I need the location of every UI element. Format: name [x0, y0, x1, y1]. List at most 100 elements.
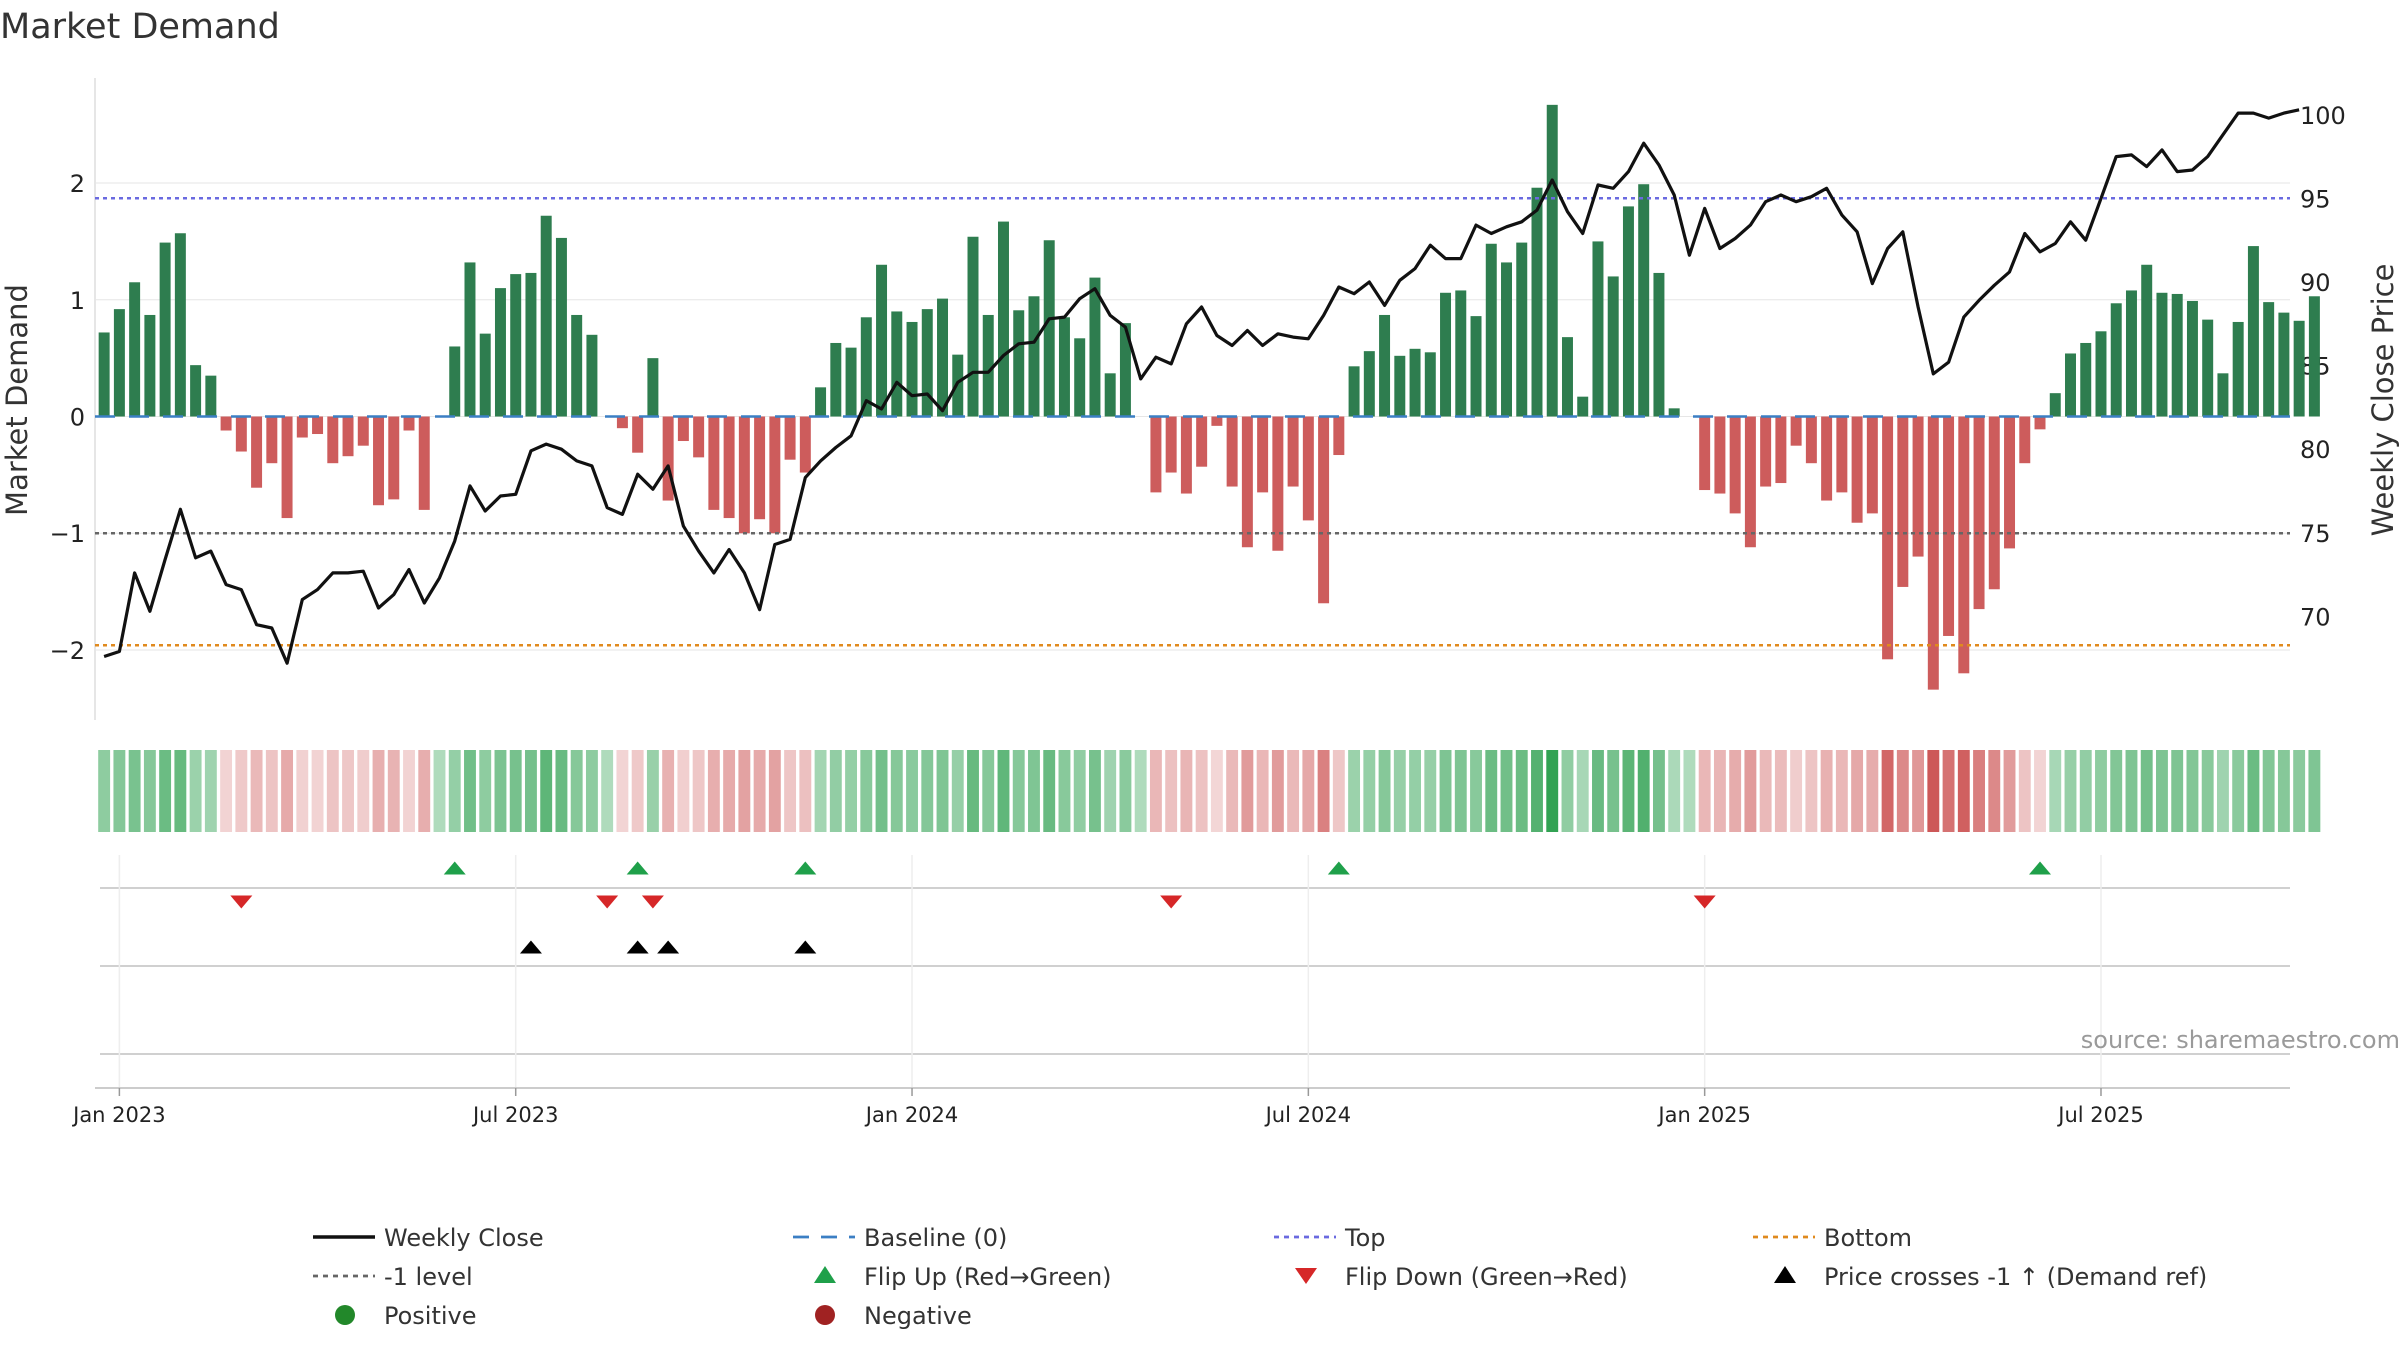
heat-cell [1073, 750, 1086, 832]
legend-swatch [814, 1266, 836, 1283]
heat-cell [342, 750, 354, 832]
heat-cell [646, 750, 659, 832]
heat-cell [403, 750, 415, 832]
heat-cell [2308, 750, 2321, 832]
heat-cell [1912, 750, 1925, 832]
heat-cell [1012, 750, 1025, 832]
positive-demand-bar [845, 347, 857, 417]
event-panels [100, 855, 2290, 1088]
heat-cell [2186, 750, 2199, 832]
legend-label: Negative [864, 1302, 972, 1330]
negative-demand-bar [799, 416, 811, 473]
positive-demand-bar [2125, 290, 2137, 417]
positive-demand-bar [1119, 323, 1131, 417]
heat-cell [98, 750, 111, 832]
heat-cell [1713, 750, 1726, 832]
positive-demand-bar [174, 233, 186, 417]
heat-cell [814, 750, 827, 832]
demand-heat-strip [98, 750, 2321, 832]
heat-cell [494, 750, 507, 832]
positive-demand-bar [2232, 321, 2244, 417]
heat-cell [113, 750, 126, 832]
heat-cell [1454, 750, 1467, 832]
heat-cell [585, 750, 598, 832]
heat-cell [601, 750, 614, 832]
heat-cell [433, 750, 446, 832]
positive-demand-bar [1409, 348, 1421, 417]
heat-cell [1744, 750, 1757, 832]
heat-cell [159, 750, 172, 832]
negative-demand-bar [220, 416, 232, 431]
heat-cell [1683, 750, 1696, 832]
positive-demand-bar [1501, 262, 1512, 417]
positive-demand-bar [891, 311, 903, 417]
heat-cell [616, 750, 629, 832]
negative-demand-bar [327, 416, 339, 464]
positive-demand-bar [1348, 366, 1360, 417]
flip-down-marker [1160, 895, 1183, 909]
positive-demand-bar [647, 358, 659, 417]
flip-up-marker [794, 861, 817, 875]
heat-cell [326, 750, 339, 832]
negative-demand-bar [2034, 416, 2046, 430]
heat-cell [1592, 750, 1604, 832]
negative-demand-bar [1226, 416, 1238, 487]
heat-cell [1241, 750, 1254, 832]
positive-demand-bar [1638, 184, 1650, 417]
heat-cell [875, 750, 888, 832]
positive-demand-bar [1379, 314, 1391, 417]
x-tick-label: Jul 2024 [1264, 1103, 1351, 1127]
negative-demand-bar [1912, 416, 1924, 557]
heat-cell [2201, 750, 2214, 832]
positive-demand-bar [555, 237, 567, 417]
heat-cell [692, 750, 705, 832]
positive-demand-bar [1668, 408, 1680, 417]
heat-cell [1104, 750, 1117, 832]
heat-cell [2232, 750, 2245, 832]
negative-demand-bar [1897, 416, 1909, 587]
heat-cell [1851, 750, 1864, 832]
positive-demand-bar [876, 264, 888, 417]
negative-demand-bar [1699, 416, 1711, 491]
heat-cell [1439, 750, 1452, 832]
heat-cell [1195, 750, 1208, 832]
positive-demand-bar [2186, 300, 2198, 417]
heat-cell [1165, 750, 1178, 832]
y2-axis-label: Weekly Close Price [2366, 264, 2400, 537]
negative-demand-bar [1287, 416, 1299, 487]
heat-cell [570, 750, 583, 832]
heat-cell [829, 750, 842, 832]
negative-demand-bar [632, 416, 644, 453]
heat-cell [1652, 750, 1665, 832]
heat-cell [235, 750, 248, 832]
y-tick-label: −1 [50, 520, 85, 548]
negative-demand-bar [677, 416, 689, 442]
heat-cell [707, 750, 720, 832]
legend-label: Flip Up (Red→Green) [864, 1263, 1112, 1291]
legend-label: Baseline (0) [864, 1224, 1007, 1252]
negative-demand-bar [342, 416, 354, 457]
heat-cell [1424, 750, 1437, 832]
heat-cell [1470, 750, 1482, 832]
x-tick-label: Jan 2024 [864, 1103, 959, 1127]
legend-swatch [815, 1305, 835, 1325]
heat-cell [1668, 750, 1681, 832]
heat-cell [1180, 750, 1193, 832]
heat-cell [1881, 750, 1894, 832]
heat-cell [357, 750, 370, 832]
heat-cell [143, 750, 156, 832]
heat-cell [1332, 750, 1345, 832]
heat-cell [1957, 750, 1970, 832]
y-tick-label: −2 [50, 637, 85, 665]
y2-tick-label: 70 [2300, 603, 2331, 631]
negative-demand-bar [1150, 416, 1162, 493]
heat-cell [967, 750, 979, 832]
negative-demand-bar [1775, 416, 1787, 484]
negative-demand-bar [1318, 416, 1330, 604]
heat-cell [311, 750, 324, 832]
heat-cell [1119, 750, 1132, 832]
positive-demand-bar [1074, 338, 1086, 417]
heat-cell [555, 750, 568, 832]
negative-demand-bar [1744, 416, 1756, 548]
positive-demand-bar [159, 242, 171, 417]
